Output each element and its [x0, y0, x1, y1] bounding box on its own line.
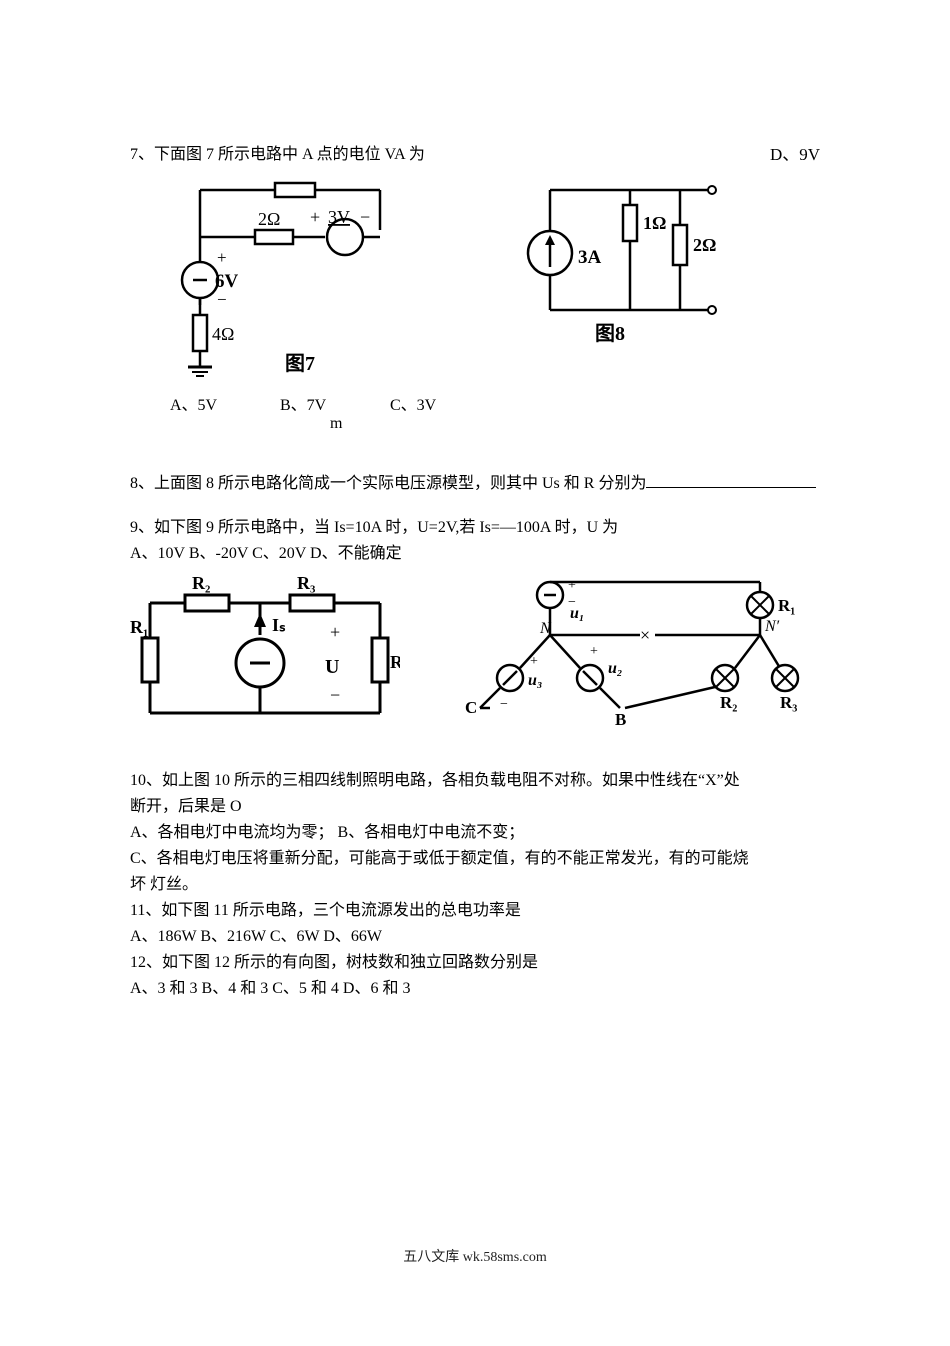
fig9-R1: R₁: [130, 617, 148, 637]
fig10-R2: R₂: [720, 693, 737, 712]
fig10-u3m: −: [500, 697, 508, 712]
fig7-3v-minus: −: [360, 207, 370, 227]
figure-8: 1Ω 2Ω 3A 图8: [500, 175, 730, 385]
figure-9: R₂ R₃ R₁ Iₛ R₄ + U −: [130, 573, 400, 738]
fig10-u2: u₂: [608, 660, 622, 677]
fig10-u1p: +: [568, 578, 576, 593]
fig7-6v-minus: −: [217, 290, 227, 309]
q7-option-d: D、9V: [770, 140, 820, 165]
fig9-R2: R₂: [192, 573, 210, 593]
fig8-3a: 3A: [578, 247, 602, 268]
q7-opt-a: A、5V: [170, 391, 280, 415]
fig9-R3: R₃: [297, 573, 316, 593]
q7-opt-b: B、7V: [280, 391, 390, 415]
fig10-B: B: [615, 710, 626, 729]
fig8-caption: 图8: [595, 322, 625, 345]
fig10-u3: u₃: [528, 672, 542, 689]
fig7-r2: 2Ω: [258, 209, 280, 229]
q11-l1: 11、如下图 11 所示电路，三个电流源发出的总电功率是: [130, 900, 820, 922]
fig7-6v-label: 6V: [215, 271, 239, 292]
q10-l1: 10、如上图 10 所示的三相四线制照明电路，各相负载电阻不对称。如果中性线在“…: [130, 770, 820, 792]
fig10-R1: R₁: [778, 596, 795, 615]
figure-7: 2Ω + 3V − + 6V − 4Ω: [180, 175, 410, 385]
fig9-U: U: [325, 656, 339, 678]
q7-text: 7、下面图 7 所示电路中 A 点的电位 VA 为: [130, 140, 770, 164]
q10-l2: 断开，后果是 O: [130, 796, 820, 818]
fig10-u3p: +: [530, 654, 538, 669]
q10-l3: A、各相电灯中电流均为零； B、各相电灯中电流不变；: [130, 822, 820, 844]
fig8-r1: 1Ω: [643, 213, 666, 233]
fig7-caption: 图7: [285, 352, 315, 375]
fig9-R4: R₄: [390, 652, 400, 672]
fig9-Uminus: −: [330, 685, 340, 705]
q9-line2: A、10V B、-20V C、20V D、不能确定: [130, 543, 820, 565]
page-footer: 五八文库 wk.58sms.com: [0, 1246, 950, 1266]
fig9-Is: Iₛ: [272, 615, 286, 635]
fig7-r4: 4Ω: [212, 324, 234, 344]
fig10-C: C: [465, 698, 477, 717]
q7-opt-c: C、3V: [390, 391, 500, 415]
fig9-Uplus: +: [330, 622, 340, 642]
fig8-r2: 2Ω: [693, 235, 716, 255]
q12-l1: 12、如下图 12 所示的有向图，树枝数和独立回路数分别是: [130, 952, 820, 974]
q7-m-label: m: [330, 415, 820, 433]
fig10-Np: N′: [764, 618, 780, 635]
q8-blank: [646, 473, 816, 488]
figure-10: N + − u₁ × + u₂: [440, 573, 800, 738]
fig7-3v-label: 3V: [328, 207, 350, 227]
fig10-R3: R₃: [780, 693, 797, 712]
q10-l5: 坏 灯丝。: [130, 874, 820, 896]
q8-text: 8、上面图 8 所示电路化简成一个实际电压源模型，则其中 Us 和 R 分别为: [130, 475, 646, 492]
fig10-u1: u₁: [570, 605, 584, 622]
q12-l2: A、3 和 3 B、4 和 3 C、5 和 4 D、6 和 3: [130, 978, 820, 1000]
q9-line1: 9、如下图 9 所示电路中，当 Is=10A 时，U=2V,若 Is=—100A…: [130, 517, 820, 539]
q11-l2: A、186W B、216W C、6W D、66W: [130, 926, 820, 948]
fig10-x: ×: [640, 625, 650, 645]
q10-l4: C、各相电灯电压将重新分配，可能高于或低于额定值，有的不能正常发光，有的可能烧: [130, 848, 820, 870]
fig10-u2p: +: [590, 644, 598, 659]
fig7-3v-plus: +: [310, 207, 320, 227]
fig7-6v-plus: +: [217, 248, 227, 267]
